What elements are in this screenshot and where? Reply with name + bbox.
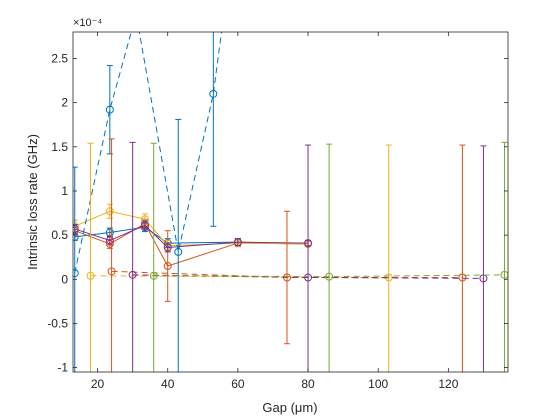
data-point: [105, 105, 114, 114]
data-point: [140, 221, 149, 230]
y-tick-label: 0: [61, 272, 68, 286]
x-tick-label: 80: [301, 377, 315, 391]
y-axis-label: Intrinsic loss rate (GHz): [25, 134, 40, 270]
series-line: [74, 32, 223, 274]
y-tick-label: 1: [61, 184, 68, 198]
x-tick-label: 120: [438, 377, 458, 391]
data-point: [105, 236, 114, 245]
axes-box: [72, 31, 509, 373]
x-tick-label: 40: [161, 377, 175, 391]
data-point: [73, 269, 79, 278]
y-tick-label: -1: [57, 361, 68, 375]
data-point: [458, 273, 467, 282]
series-line: [74, 224, 309, 248]
y-tick-label: 2: [61, 96, 68, 110]
y-tick-label: 0.5: [51, 228, 68, 242]
y-tick-label: -0.5: [47, 316, 68, 330]
plot-area: [73, 32, 508, 372]
data-point: [174, 247, 183, 256]
data-point: [163, 262, 172, 271]
x-axis-label: Gap (μm): [262, 400, 317, 415]
data-point: [107, 267, 116, 276]
data-point: [86, 271, 95, 280]
data-point: [105, 207, 114, 216]
series-5: [73, 32, 223, 372]
series-9: [149, 141, 508, 372]
series-line: [74, 210, 309, 247]
y-tick-label: 1.5: [51, 140, 68, 154]
y-exponent-label: ×10⁻⁴: [73, 17, 102, 29]
data-point: [233, 238, 242, 247]
x-tick-label: 60: [231, 377, 245, 391]
data-point: [325, 272, 334, 281]
data-point: [128, 270, 137, 279]
series-8: [128, 141, 488, 372]
data-point: [304, 273, 313, 282]
data-point: [163, 243, 172, 252]
data-point: [209, 89, 218, 98]
data-point: [479, 274, 488, 283]
x-tick-label: 20: [91, 377, 105, 391]
y-tick-label: 2.5: [51, 51, 68, 65]
data-point: [149, 271, 158, 280]
x-tick-label: 100: [368, 377, 388, 391]
